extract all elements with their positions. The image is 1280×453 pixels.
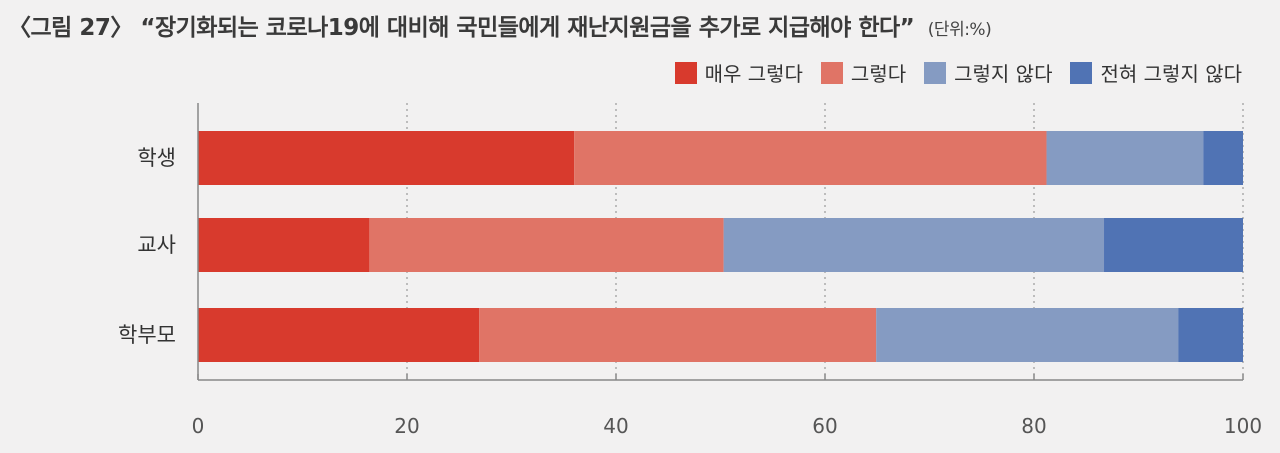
x-tick-label: 0 (192, 414, 205, 438)
unit-label: (단위:%) (927, 20, 992, 40)
bar-segment (479, 308, 877, 362)
legend-item: 매우 그렇다 (674, 58, 803, 87)
bar-segment (198, 218, 370, 272)
bar-segment (198, 131, 575, 185)
legend-swatch (820, 61, 843, 84)
x-tick-label: 80 (1021, 414, 1046, 438)
bar-segment (1203, 131, 1243, 185)
figure-number: 〈그림 27〉 (8, 15, 133, 41)
legend-label: 매우 그렇다 (704, 62, 803, 86)
chart-title: 〈그림 27〉 “장기화되는 코로나19에 대비해 국민들에게 재난지원금을 추… (8, 8, 992, 42)
legend-item: 그렇지 않다 (924, 58, 1052, 87)
bar-segment (1104, 218, 1243, 272)
legend-item: 그렇다 (820, 58, 907, 87)
bar-segment (723, 218, 1105, 272)
category-label: 교사 (137, 233, 176, 257)
category-label: 학생 (137, 146, 176, 170)
legend: 매우 그렇다 그렇다 그렇지 않다 전혀 그렇지 않다 (674, 58, 1242, 87)
bar-segment (369, 218, 724, 272)
title-text: “장기화되는 코로나19에 대비해 국민들에게 재난지원금을 추가로 지급해야 … (140, 15, 915, 41)
x-tick-label: 20 (394, 414, 419, 438)
legend-swatch (924, 61, 947, 84)
legend-swatch (674, 61, 697, 84)
bar-segment (876, 308, 1179, 362)
legend-label: 그렇지 않다 (954, 62, 1053, 86)
bar-segment (574, 131, 1047, 185)
legend-item: 전혀 그렇지 않다 (1070, 58, 1242, 87)
category-label: 학부모 (118, 323, 176, 347)
x-tick-label: 40 (603, 414, 628, 438)
bar-segment (1046, 131, 1204, 185)
legend-label: 그렇다 (850, 62, 907, 86)
legend-label: 전혀 그렇지 않다 (1100, 62, 1242, 86)
bar-segment (198, 308, 480, 362)
x-tick-label: 100 (1224, 414, 1262, 438)
legend-swatch (1070, 61, 1093, 84)
x-tick-label: 60 (812, 414, 837, 438)
bar-segment (1178, 308, 1243, 362)
